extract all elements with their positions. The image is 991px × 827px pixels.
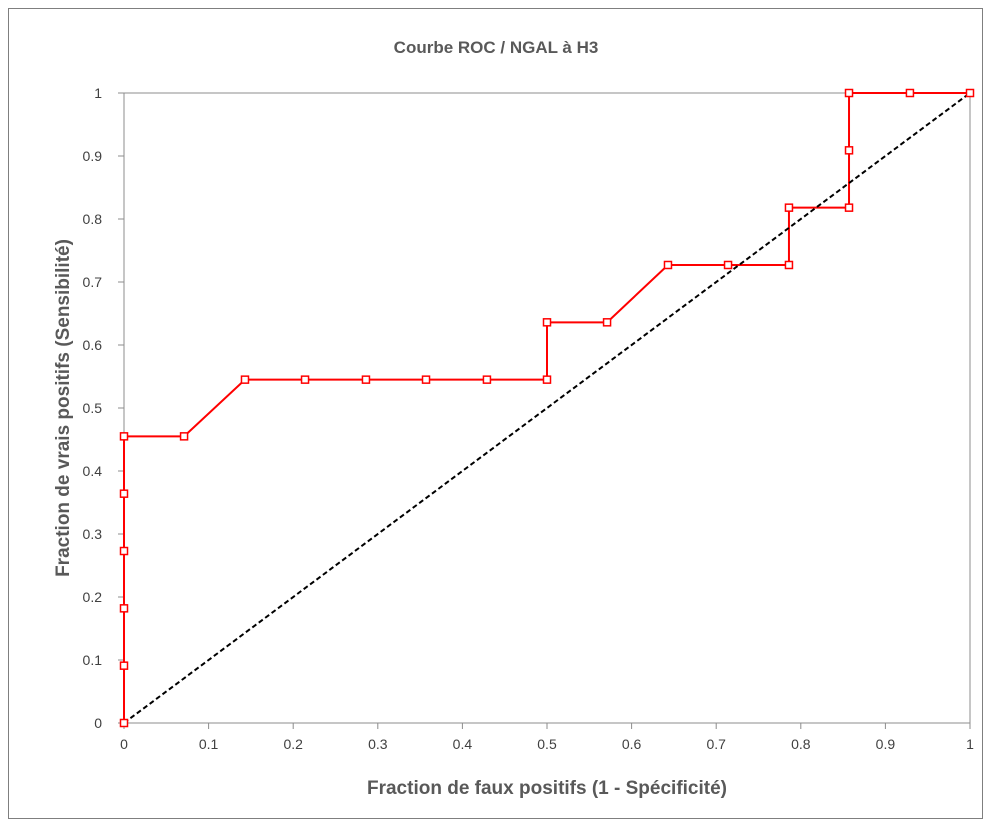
roc-point: [602, 318, 612, 327]
y-tick-label: 0.9: [83, 148, 103, 164]
roc-point: [784, 260, 794, 270]
y-tick-label: 1: [94, 85, 102, 101]
roc-point: [844, 203, 854, 212]
x-tick-label: 1: [966, 736, 974, 752]
x-axis-ticks: 0 0.1 0.2 0.3 0.4 0.5 0.6 0.7 0.8 0.9 1: [120, 723, 974, 752]
roc-point: [482, 375, 492, 384]
roc-point: [300, 375, 310, 384]
y-axis-title: Fraction de vrais positifs (Sensibilité): [53, 239, 74, 577]
roc-point: [542, 318, 552, 327]
series-layer: [119, 88, 975, 728]
roc-point: [905, 88, 915, 98]
y-tick-label: 0.2: [83, 589, 103, 605]
roc-point: [663, 260, 673, 270]
x-tick-label: 0.5: [537, 736, 557, 752]
roc-point: [179, 432, 189, 441]
roc-point: [844, 146, 854, 155]
chart-frame: [8, 8, 983, 819]
roc-point: [723, 260, 733, 270]
roc-point: [965, 88, 975, 98]
x-tick-label: 0.9: [876, 736, 896, 752]
roc-point: [361, 375, 371, 384]
reference-diagonal-line: [123, 92, 971, 724]
x-tick-label: 0.1: [199, 736, 219, 752]
y-tick-label: 0.3: [83, 526, 103, 542]
x-tick-label: 0.2: [283, 736, 303, 752]
y-tick-label: 0.5: [83, 400, 103, 416]
roc-point: [240, 375, 250, 384]
roc-point: [784, 203, 794, 212]
roc-point: [119, 432, 129, 441]
y-tick-label: 0.8: [83, 211, 103, 227]
roc-point: [119, 489, 129, 498]
y-tick-label: 0.1: [83, 652, 103, 668]
y-tick-label: 0.6: [83, 337, 103, 353]
x-tick-label: 0.4: [453, 736, 473, 752]
roc-point: [119, 546, 129, 556]
x-tick-label: 0.7: [706, 736, 726, 752]
roc-point: [119, 661, 129, 670]
x-axis-title: Fraction de faux positifs (1 - Spécifici…: [367, 778, 727, 799]
chart-title: Courbe ROC / NGAL à H3: [394, 38, 599, 57]
x-tick-label: 0.6: [622, 736, 642, 752]
roc-point: [119, 718, 129, 728]
y-tick-label: 0: [94, 715, 102, 731]
roc-point: [421, 375, 431, 384]
y-tick-label: 0.7: [83, 274, 103, 290]
roc-point: [542, 375, 552, 384]
y-tick-label: 0.4: [83, 463, 103, 479]
x-tick-label: 0: [120, 736, 128, 752]
roc-curve-line: [123, 92, 970, 723]
y-axis-ticks: 0 0.1 0.2 0.3 0.4 0.5 0.6 0.7 0.8 0.9 1: [83, 85, 124, 731]
roc-point: [844, 88, 854, 98]
x-tick-label: 0.3: [368, 736, 388, 752]
x-tick-label: 0.8: [791, 736, 811, 752]
roc-point: [119, 604, 129, 613]
